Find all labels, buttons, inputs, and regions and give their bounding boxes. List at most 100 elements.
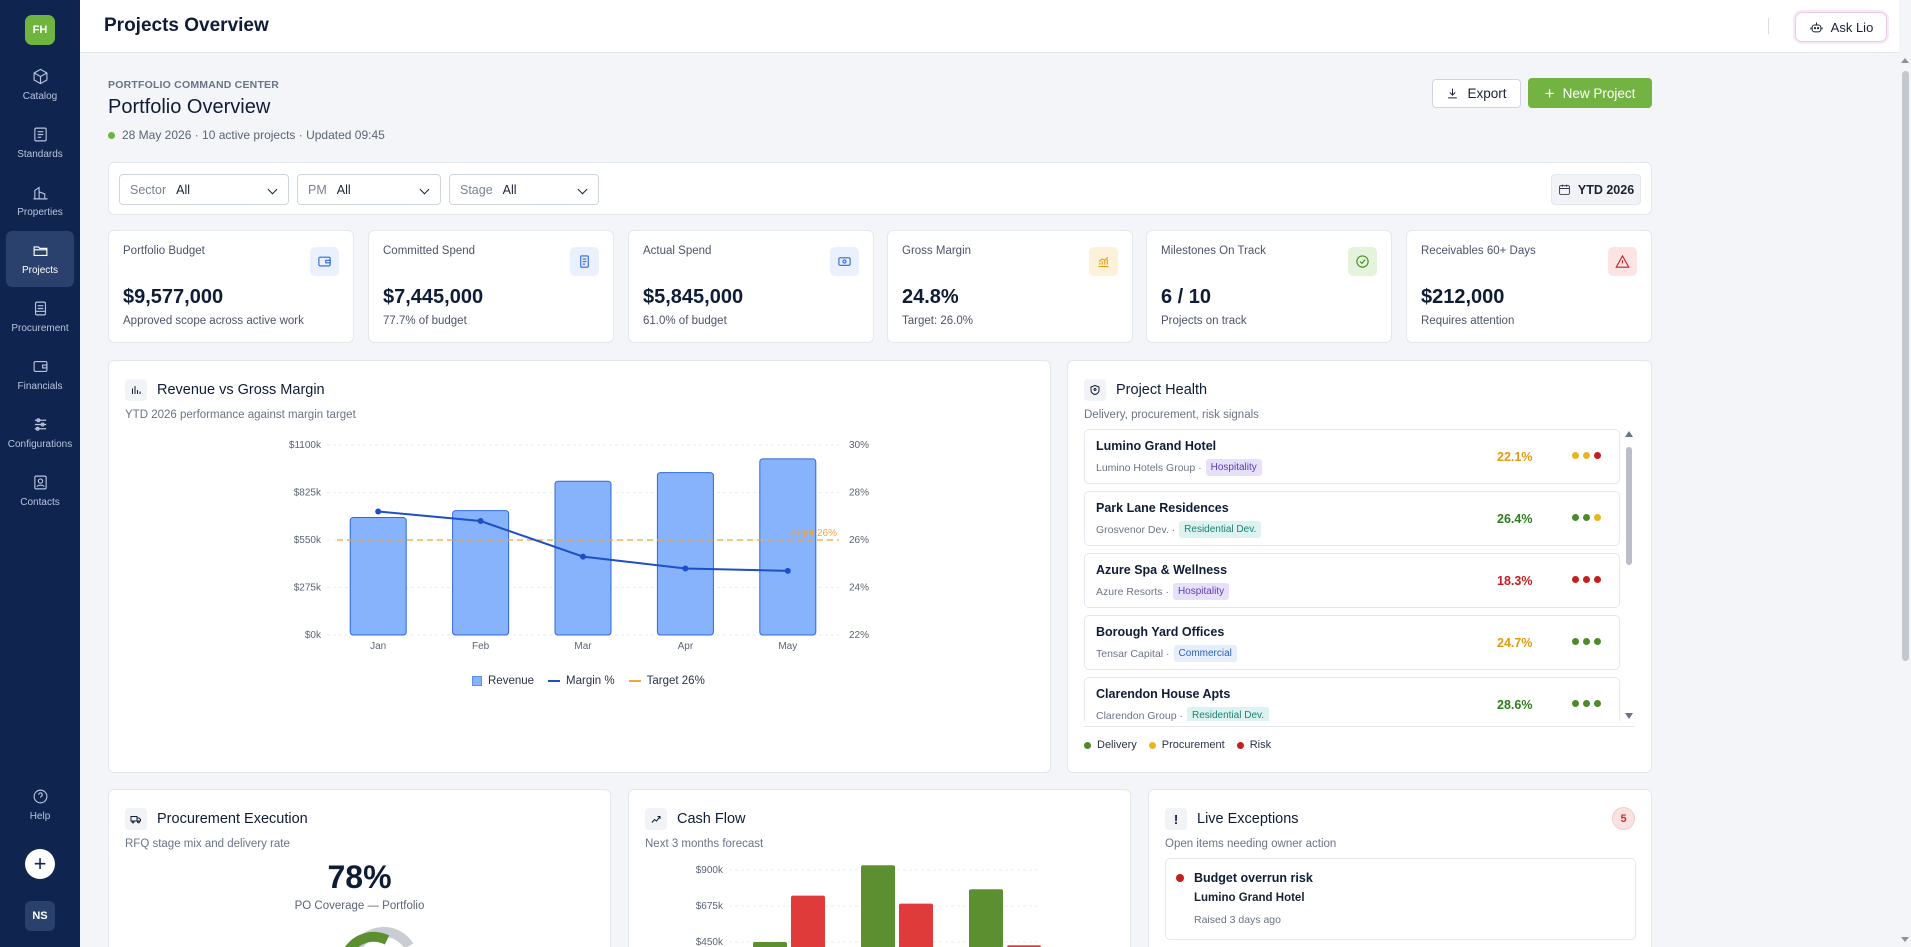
panel-header: Project Health bbox=[1084, 379, 1207, 401]
scroll-up-arrow[interactable] bbox=[1625, 431, 1633, 437]
kpi-subtext: Requires attention bbox=[1421, 315, 1515, 327]
sidebar-item-projects[interactable]: Projects bbox=[6, 231, 74, 287]
kpi-card-portfolio-budget[interactable]: Portfolio Budget $9,577,000 Approved sco… bbox=[108, 230, 354, 343]
scroll-thumb[interactable] bbox=[1902, 71, 1909, 661]
exceptions-count-badge: 5 bbox=[1612, 807, 1635, 830]
legend-procurement: Procurement bbox=[1148, 739, 1225, 751]
sidebar-item-configurations[interactable]: Configurations bbox=[6, 405, 74, 461]
project-list-scrollbar[interactable] bbox=[1624, 429, 1634, 721]
check-circle-icon bbox=[1348, 247, 1377, 276]
sidebar-item-contacts[interactable]: Contacts bbox=[6, 463, 74, 519]
sliders-icon bbox=[34, 418, 46, 431]
sidebar-item-help[interactable]: Help bbox=[6, 777, 74, 833]
wallet-icon bbox=[33, 360, 47, 373]
health-signal-dots bbox=[1572, 452, 1601, 459]
y-right-tick: 30% bbox=[849, 440, 869, 451]
x-tick-label: Feb bbox=[472, 641, 490, 652]
project-client: Grosvenor Dev. · Residential Dev. bbox=[1096, 521, 1262, 538]
y-left-tick: $1100k bbox=[289, 440, 322, 451]
panel-subtitle: YTD 2026 performance against margin targ… bbox=[125, 409, 356, 421]
legend-dot bbox=[1148, 741, 1156, 749]
x-tick-label: Apr bbox=[678, 641, 694, 652]
project-row[interactable]: Borough Yard Offices Tensar Capital · Comm… bbox=[1084, 615, 1620, 670]
project-row[interactable]: Lumino Grand Hotel Lumino Hotels Group · H… bbox=[1084, 429, 1620, 484]
sidebar-item-label: Catalog bbox=[22, 91, 58, 102]
cash-flow-chart: $900k $675k $450k bbox=[696, 865, 1041, 947]
project-client: Azure Resorts · Hospitality bbox=[1096, 583, 1230, 600]
sidebar-item-properties[interactable]: Properties bbox=[6, 173, 74, 229]
contact-card-icon bbox=[33, 475, 47, 490]
signal-dot bbox=[1572, 700, 1579, 707]
legend-margin[interactable]: Margin % bbox=[548, 675, 615, 687]
period-button[interactable]: YTD 2026 bbox=[1551, 174, 1641, 205]
sidebar-item-label: Properties bbox=[17, 207, 63, 218]
revenue-bar bbox=[759, 458, 817, 636]
export-label: Export bbox=[1467, 86, 1507, 101]
kpi-label: Committed Spend bbox=[383, 245, 476, 257]
divider bbox=[1084, 726, 1634, 727]
y-right-tick: 26% bbox=[849, 535, 869, 546]
kpi-subtext: Target: 26.0% bbox=[902, 315, 973, 327]
signal-dot bbox=[1572, 576, 1579, 583]
pm-select-value: All bbox=[336, 182, 351, 197]
page-scrollbar[interactable] bbox=[1899, 53, 1911, 947]
receipt-icon bbox=[570, 247, 599, 276]
exclamation-icon: ! bbox=[1165, 808, 1187, 830]
add-button[interactable]: + bbox=[25, 849, 55, 879]
kpi-card-receivables[interactable]: Receivables 60+ Days $212,000 Requires a… bbox=[1406, 230, 1652, 343]
signal-dot bbox=[1583, 700, 1590, 707]
scroll-up-arrow[interactable] bbox=[1901, 58, 1909, 63]
new-project-button[interactable]: + New Project bbox=[1528, 78, 1652, 108]
stage-select-value: All bbox=[502, 182, 517, 197]
sidebar-item-catalog[interactable]: Catalog bbox=[6, 57, 74, 113]
revenue-bar bbox=[656, 472, 714, 636]
help-icon bbox=[33, 789, 47, 804]
sidebar-item-label: Financials bbox=[17, 381, 63, 392]
sidebar-item-procurement[interactable]: Procurement bbox=[6, 289, 74, 345]
trend-icon bbox=[645, 808, 667, 830]
legend-delivery: Delivery bbox=[1084, 739, 1137, 751]
sidebar-item-label: Configurations bbox=[7, 439, 73, 450]
sector-select[interactable]: Sector All bbox=[119, 174, 289, 205]
project-client: Tensar Capital · Commercial bbox=[1096, 645, 1237, 662]
scroll-down-arrow[interactable] bbox=[1901, 937, 1909, 942]
sidebar-item-label: Help bbox=[29, 811, 51, 822]
scroll-thumb[interactable] bbox=[1626, 447, 1632, 565]
outflow-bar bbox=[899, 903, 933, 947]
document-icon bbox=[33, 127, 47, 142]
sidebar-item-standards[interactable]: Standards bbox=[6, 115, 74, 171]
margin-point bbox=[784, 567, 791, 574]
user-avatar[interactable]: NS bbox=[25, 901, 55, 931]
legend-label: Target 26% bbox=[646, 675, 705, 687]
export-button[interactable]: Export bbox=[1432, 79, 1521, 108]
project-row[interactable]: Azure Spa & Wellness Azure Resorts · Hospi… bbox=[1084, 553, 1620, 608]
signal-dot bbox=[1583, 514, 1590, 521]
sector-tag: Residential Dev. bbox=[1179, 521, 1262, 538]
target-label: Target 26% bbox=[786, 528, 837, 539]
pm-select[interactable]: PM All bbox=[297, 174, 441, 205]
kpi-card-committed-spend[interactable]: Committed Spend $7,445,000 77.7% of budg… bbox=[368, 230, 614, 343]
panel-subtitle: Next 3 months forecast bbox=[645, 838, 764, 850]
sidebar-item-financials[interactable]: Financials bbox=[6, 347, 74, 403]
kpi-card-actual-spend[interactable]: Actual Spend $5,845,000 61.0% of budget bbox=[628, 230, 874, 343]
chart-legend: Revenue Margin % Target 26% bbox=[472, 675, 705, 687]
divider bbox=[1768, 18, 1769, 34]
project-row[interactable]: Park Lane Residences Grosvenor Dev. · Resi… bbox=[1084, 491, 1620, 546]
app-logo[interactable]: FH bbox=[25, 15, 55, 45]
legend-revenue[interactable]: Revenue bbox=[472, 675, 534, 687]
ask-lio-button[interactable]: Ask Lio bbox=[1795, 12, 1887, 42]
project-row[interactable]: Clarendon House Apts Clarendon Group · Res… bbox=[1084, 677, 1620, 721]
kpi-card-gross-margin[interactable]: Gross Margin 24.8% Target: 26.0% bbox=[887, 230, 1133, 343]
warning-icon bbox=[1608, 247, 1637, 276]
y-left-tick: $550k bbox=[294, 535, 322, 546]
page-title: Portfolio Overview bbox=[108, 96, 271, 118]
y-tick-label: $450k bbox=[696, 937, 724, 947]
legend-target[interactable]: Target 26% bbox=[628, 675, 705, 687]
kpi-card-milestones[interactable]: Milestones On Track 6 / 10 Projects on t… bbox=[1146, 230, 1392, 343]
x-tick-label: Jan bbox=[370, 641, 386, 652]
exception-card[interactable]: Budget overrun risk Lumino Grand Hotel R… bbox=[1165, 858, 1636, 940]
stage-select[interactable]: Stage All bbox=[449, 174, 599, 205]
legend-label: Revenue bbox=[488, 675, 535, 687]
scroll-down-arrow[interactable] bbox=[1625, 713, 1633, 719]
bar-chart-icon bbox=[125, 379, 147, 401]
